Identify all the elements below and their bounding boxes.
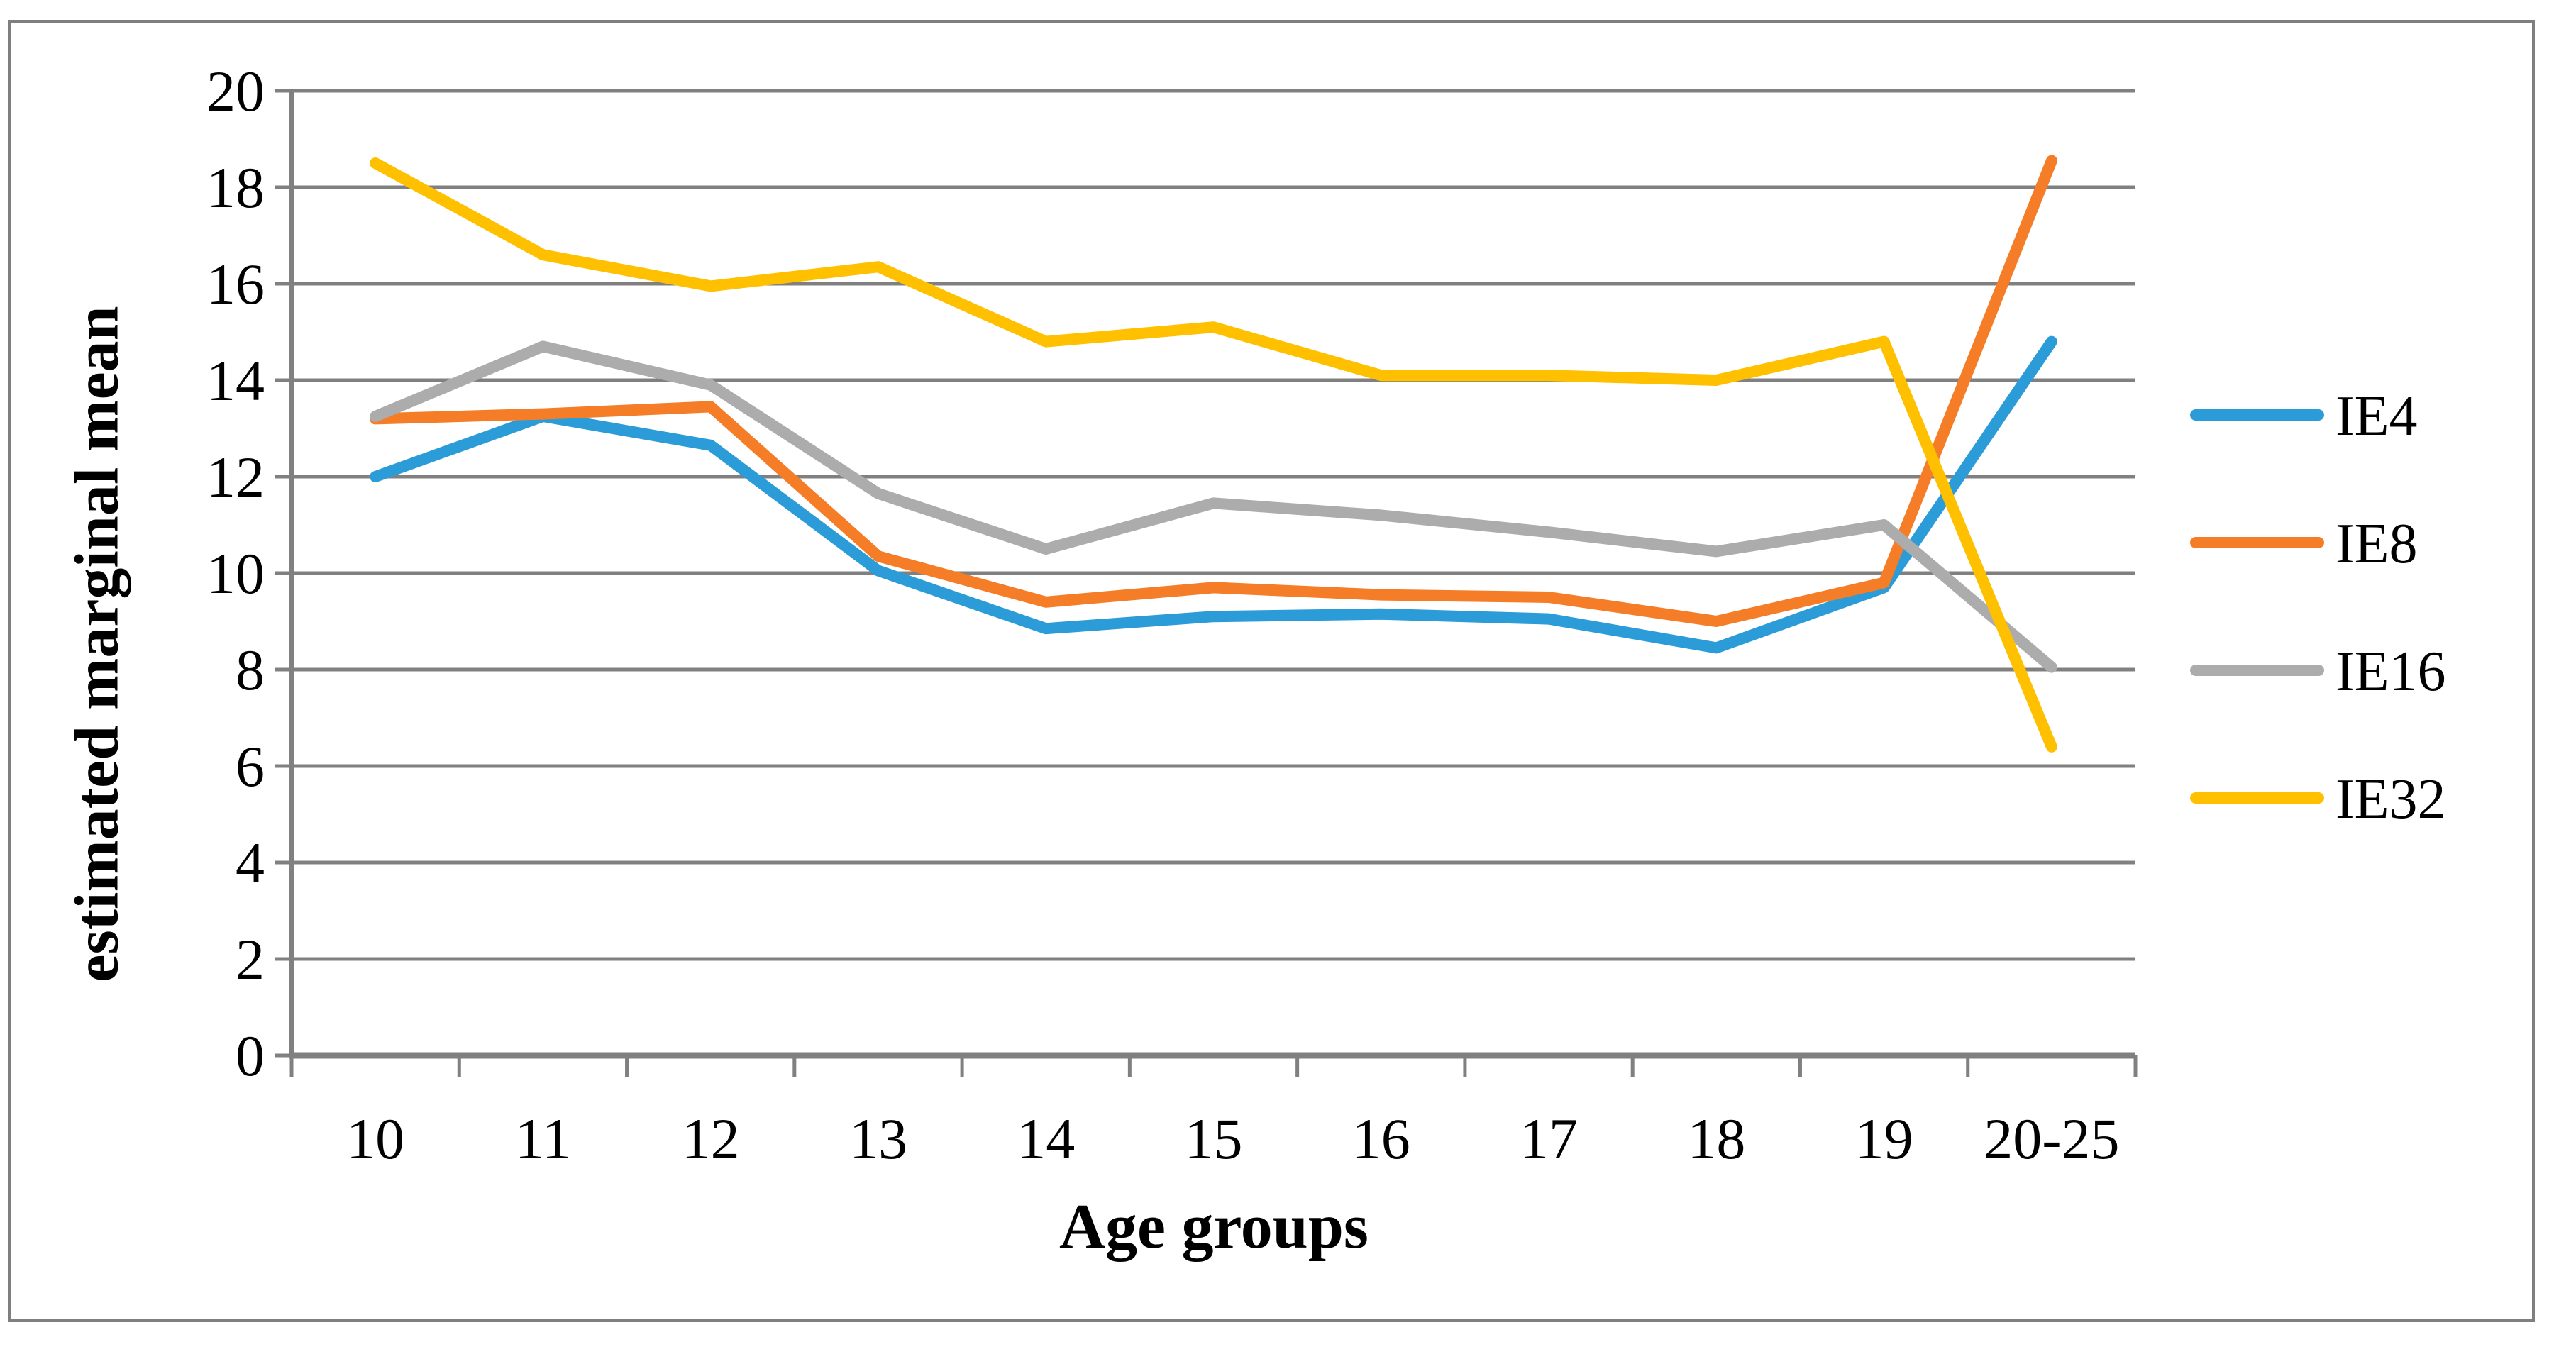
x-tick-label-12: 12 [682,1106,740,1171]
y-tick-label-0: 0 [236,1024,265,1088]
series-line-IE16 [370,340,2057,673]
x-tick-label-20-25: 20-25 [1984,1106,2119,1171]
gridlines [292,89,2135,1058]
y-tick-label-2: 2 [236,927,265,992]
y-axis-tick-labels: 0 2 4 6 8 10 12 14 16 18 20 [206,59,265,1088]
y-tick-label-14: 14 [206,348,265,413]
legend: IE4 IE8 IE16 IE32 [2190,385,2446,831]
x-tick-label-11: 11 [515,1106,571,1171]
series-line-IE4 [370,335,2057,654]
x-axis-tick-labels: 10 11 12 13 14 15 16 17 18 19 20-25 [346,1106,2119,1171]
axes [275,89,2138,1077]
legend-label-IE16: IE16 [2335,640,2446,703]
y-tick-label-20: 20 [206,59,265,123]
y-tick-label-10: 10 [206,541,265,606]
series-lines [370,155,2057,753]
y-tick-label-8: 8 [236,638,265,702]
y-tick-label-18: 18 [206,155,265,220]
x-tick-label-19: 19 [1855,1106,1913,1171]
y-tick-label-6: 6 [236,734,265,799]
x-tick-label-17: 17 [1520,1106,1578,1171]
x-tick-label-16: 16 [1352,1106,1410,1171]
series-line-IE32 [370,157,2057,753]
legend-label-IE4: IE4 [2335,385,2418,448]
x-tick-label-18: 18 [1687,1106,1745,1171]
legend-label-IE32: IE32 [2335,768,2446,831]
series-line-IE8 [370,155,2057,627]
legend-label-IE8: IE8 [2335,513,2418,575]
x-tick-label-15: 15 [1185,1106,1243,1171]
y-tick-label-4: 4 [236,831,265,895]
y-tick-label-12: 12 [206,445,265,509]
x-tick-label-10: 10 [346,1106,404,1171]
y-tick-label-16: 16 [206,252,265,316]
x-axis-title: Age groups [1059,1192,1369,1262]
x-tick-label-13: 13 [849,1106,907,1171]
y-axis-title-text: estimated marginal mean [62,306,132,982]
x-tick-label-14: 14 [1017,1106,1075,1171]
